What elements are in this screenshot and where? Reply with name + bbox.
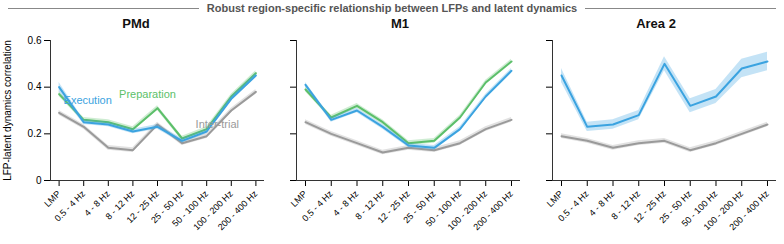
svg-text:200 - 400 Hz: 200 - 400 Hz xyxy=(216,188,260,232)
svg-text:LMP: LMP xyxy=(42,189,62,209)
svg-text:0.5 - 4 Hz: 0.5 - 4 Hz xyxy=(52,188,87,223)
svg-text:12 - 25 Hz: 12 - 25 Hz xyxy=(375,188,412,226)
svg-text:50 - 100 Hz: 50 - 100 Hz xyxy=(423,188,464,229)
html-text:M1: M1 xyxy=(391,16,409,31)
svg-text:100 - 200 Hz: 100 - 200 Hz xyxy=(701,188,746,233)
svg-text:50 - 100 Hz: 50 - 100 Hz xyxy=(170,188,211,229)
svg-text:LFP-latent dynamics correlatio: LFP-latent dynamics correlation xyxy=(2,40,13,181)
svg-text:Preparation: Preparation xyxy=(119,88,176,100)
svg-text:0.5 - 4 Hz: 0.5 - 4 Hz xyxy=(556,188,591,223)
svg-text:8 - 12 Hz: 8 - 12 Hz xyxy=(103,188,137,222)
svg-text:4 - 8 Hz: 4 - 8 Hz xyxy=(587,188,617,219)
svg-text:LMP: LMP xyxy=(289,189,309,209)
svg-text:0.6: 0.6 xyxy=(28,35,42,46)
svg-text:8 - 12 Hz: 8 - 12 Hz xyxy=(609,188,643,222)
html-text:Area 2: Area 2 xyxy=(636,16,676,31)
svg-text:Inter-trial: Inter-trial xyxy=(196,118,239,130)
html-text:PMd: PMd xyxy=(122,16,150,31)
svg-text:4 - 8 Hz: 4 - 8 Hz xyxy=(82,188,112,219)
svg-text:12 - 25 Hz: 12 - 25 Hz xyxy=(631,188,668,226)
svg-text:0.4: 0.4 xyxy=(28,81,42,92)
svg-text:Execution: Execution xyxy=(64,94,112,106)
svg-text:25 - 50 Hz: 25 - 50 Hz xyxy=(401,188,438,226)
svg-text:100 - 200 Hz: 100 - 200 Hz xyxy=(445,188,490,233)
svg-text:4 - 8 Hz: 4 - 8 Hz xyxy=(331,188,361,219)
html-text:Robust region-specific relatio: Robust region-specific relationship betw… xyxy=(206,2,578,14)
svg-text:25 - 50 Hz: 25 - 50 Hz xyxy=(149,188,186,226)
svg-text:200 - 400 Hz: 200 - 400 Hz xyxy=(471,188,515,232)
svg-text:12 - 25 Hz: 12 - 25 Hz xyxy=(124,188,161,226)
svg-text:25 - 50 Hz: 25 - 50 Hz xyxy=(657,188,694,226)
svg-text:0.5 - 4 Hz: 0.5 - 4 Hz xyxy=(300,188,335,223)
svg-text:0.2: 0.2 xyxy=(28,128,42,139)
svg-text:LMP: LMP xyxy=(545,189,565,209)
svg-text:200 - 400 Hz: 200 - 400 Hz xyxy=(727,188,771,232)
svg-text:8 - 12 Hz: 8 - 12 Hz xyxy=(353,188,387,222)
svg-text:100 - 200 Hz: 100 - 200 Hz xyxy=(191,188,235,233)
svg-text:0: 0 xyxy=(36,175,42,186)
svg-text:50 - 100 Hz: 50 - 100 Hz xyxy=(679,188,720,229)
